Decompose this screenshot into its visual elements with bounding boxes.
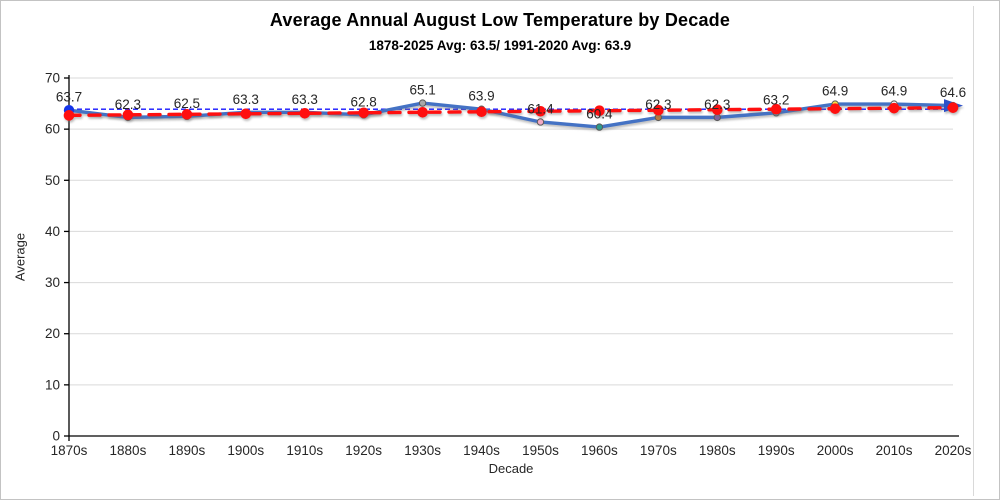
x-tick-label: 1890s [168,443,205,458]
x-tick-label: 1960s [581,443,618,458]
data-label: 63.7 [56,90,82,105]
chart-subtitle: 1878-2025 Avg: 63.5/ 1991-2020 Avg: 63.9 [368,38,632,53]
data-label: 63.9 [468,89,494,104]
trendline-marker [594,105,605,117]
data-label: 63.3 [292,92,318,107]
x-tick-label: 1980s [699,443,736,458]
data-label: 65.1 [409,83,435,98]
trendline-marker [181,109,193,120]
data-labels: 63.7 62.3 62.5 63.3 63.3 62.8 65.1 63.9 61.4 60.4… [56,83,966,122]
data-label: 64.9 [822,84,848,99]
data-label: 62.3 [704,97,730,112]
x-tick-label: 1930s [404,443,441,458]
y-tick-label: 50 [45,173,60,188]
gridlines [69,77,953,386]
x-tick-label: 1880s [110,443,147,458]
x-tick-label: 1900s [227,443,264,458]
y-tick-label: 30 [45,275,60,290]
trendline-marker [122,109,134,121]
y-tick-label: 60 [45,122,60,137]
x-tick-label: 1910s [286,443,323,458]
data-label: 63.2 [763,92,789,107]
data-label: 63.3 [233,92,259,107]
x-tick-label: 1950s [522,443,559,458]
data-label: 64.9 [881,84,907,99]
trendline-marker [711,104,723,116]
trendline-marker [947,102,959,113]
x-tick-label: 1870s [51,443,88,458]
trendline-marker [476,106,487,118]
data-label: 62.3 [115,97,141,112]
trendline-marker [417,106,428,118]
trendline-marker [770,103,782,115]
trendline-series [63,102,959,121]
trendline-marker [240,108,252,120]
data-point-marker [418,99,427,107]
y-tick-label: 70 [45,71,60,86]
x-tick-label: 1940s [463,443,500,458]
y-tick-label: 10 [45,377,60,392]
y-tick-label: 20 [45,326,60,341]
y-tick-label: 0 [52,429,60,444]
y-tick-label: 40 [45,224,60,239]
data-label: 62.8 [351,94,377,109]
data-label: 64.6 [940,85,966,100]
temperature-line [67,101,955,129]
trendline-marker [535,105,546,117]
trendline-marker [299,107,311,119]
x-tick-label: 2020s [935,443,972,458]
x-axis-title: Decade [488,461,534,476]
data-label: 62.5 [174,96,200,111]
trendline-marker [653,104,664,116]
data-point-marker [713,113,721,122]
x-tick-label: 1970s [640,443,677,458]
data-point-marker [595,123,604,131]
trendline-marker [358,107,369,119]
x-tick-label: 2000s [817,443,854,458]
x-tick-label: 1990s [758,443,795,458]
x-tick-label: 2010s [876,443,913,458]
data-label: 62.3 [645,97,671,112]
trendline-marker [63,110,75,121]
trendline-marker [829,103,841,114]
chart-title: Average Annual August Low Temperature by… [269,10,731,30]
x-tick-label: 1920s [345,443,382,458]
trendline-marker [888,102,900,114]
trendline [67,105,955,118]
data-label: 61.4 [527,101,554,116]
data-label: 60.4 [586,107,613,122]
axes: 0 10 20 30 40 50 60 70 1870s 1880s 1890s 1900s 1910s… [45,71,972,459]
data-point-marker [536,118,545,126]
